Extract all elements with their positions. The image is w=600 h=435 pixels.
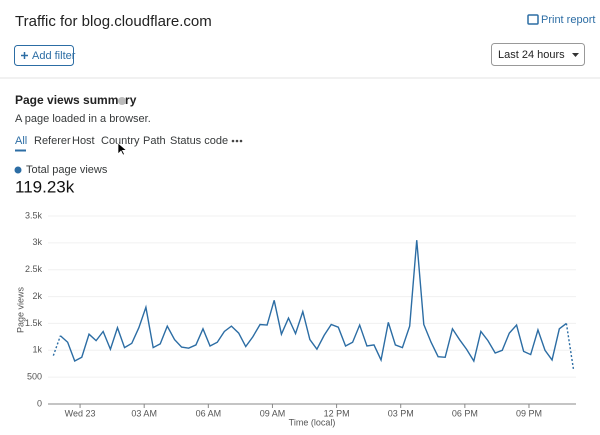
- x-axis-label: Time (local): [289, 417, 336, 427]
- more-icon[interactable]: [231, 139, 243, 143]
- y-tick-label: 3k: [32, 237, 42, 247]
- caret: [572, 53, 579, 57]
- section-title: Page views summary: [15, 93, 137, 107]
- x-tick-label: 09 PM: [516, 408, 542, 418]
- add-filter-button[interactable]: Add filter: [14, 45, 76, 66]
- add-filter[interactable]: Add filter: [32, 50, 76, 62]
- y-tick-label: 2.5k: [25, 264, 43, 274]
- y-axis-label: Page views: [15, 286, 25, 333]
- tab[interactable]: Host: [72, 135, 95, 147]
- plus-icon: [21, 52, 28, 59]
- tabs: All Referer Host Country Path Status cod…: [15, 135, 243, 152]
- button-frame: [14, 45, 74, 66]
- line-partial: [52, 335, 62, 356]
- printer-icon: [527, 14, 539, 25]
- select-frame: [491, 43, 585, 66]
- time-range-select[interactable]: Last 24 hours: [491, 43, 585, 66]
- tab[interactable]: All: [15, 135, 27, 147]
- tab[interactable]: Path: [143, 135, 166, 147]
- x-tick-label: 06 PM: [452, 408, 478, 418]
- line: [59, 240, 567, 363]
- tab[interactable]: Referer: [34, 135, 71, 147]
- info-icon[interactable]: [118, 97, 126, 105]
- x-tick-label: 12 PM: [324, 408, 350, 418]
- x-tick-label: Wed 23: [65, 408, 96, 418]
- tab[interactable]: Country: [101, 135, 140, 147]
- section-description: A page loaded in a browser.: [15, 113, 151, 125]
- page-title: Traffic for blog.cloudflare.com: [15, 13, 212, 30]
- time-range[interactable]: Last 24 hours: [498, 49, 565, 61]
- x-tick-label: 06 AM: [196, 408, 222, 418]
- legend-dot: [14, 166, 22, 174]
- x-tick-label: 09 AM: [260, 408, 286, 418]
- legend-label: Total page views: [26, 164, 108, 176]
- x-tick-label: 03 AM: [131, 408, 157, 418]
- y-tick-label: 1k: [32, 345, 42, 355]
- chart: 0 500 1k 1.5k 2k 2.5k 3k 3.5k Wed 23 03 AM 06 AM 09…: [15, 210, 576, 427]
- y-tick-label: 500: [27, 372, 42, 382]
- y-tick-label: 3.5k: [25, 210, 43, 220]
- y-tick-label: 1.5k: [25, 318, 43, 328]
- print-button[interactable]: Print report: [527, 14, 595, 26]
- mouse-cursor: [117, 142, 128, 156]
- print-report[interactable]: Print report: [541, 14, 595, 26]
- tab[interactable]: Status code: [170, 135, 228, 147]
- line-partial: [565, 323, 575, 370]
- y-tick-label: 2k: [32, 291, 42, 301]
- x-tick-label: 03 PM: [388, 408, 414, 418]
- total-value: 119.23k: [15, 177, 75, 196]
- y-tick-label: 0: [37, 398, 42, 408]
